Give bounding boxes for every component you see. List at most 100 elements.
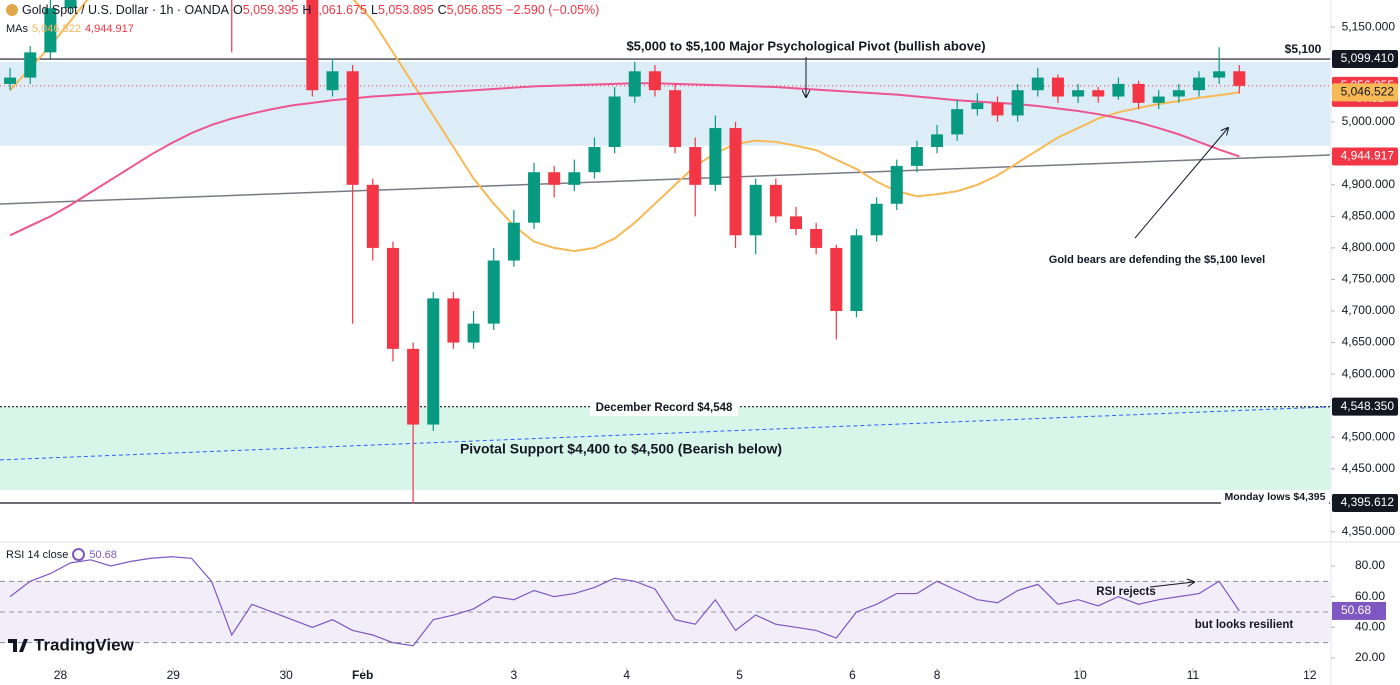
ohlc: O 5,059.395 H 5,061.675 L 5,053.895 C 5,056.855 <box>233 3 502 17</box>
candle-body <box>1051 77 1064 97</box>
annotation: Pivotal Support $4,400 to $4,500 (Bearis… <box>460 441 782 457</box>
candle-body <box>1072 90 1085 97</box>
zone <box>0 61 1330 146</box>
candle-body <box>1193 77 1206 91</box>
price-badge <box>1332 147 1398 166</box>
candle-body <box>689 146 702 185</box>
candle-body <box>588 146 601 173</box>
candle-body <box>386 247 399 349</box>
candle-body <box>608 96 621 147</box>
x-tick-label: 4 <box>623 668 630 682</box>
candle-body <box>931 134 944 147</box>
price-badge-label: 4,944.917 <box>1341 149 1395 163</box>
candle-body <box>326 71 339 91</box>
candle-body <box>4 77 17 84</box>
mas-row: MAs 5,046.522 4,944.917 <box>6 23 134 35</box>
x-tick-label: 11 <box>1187 668 1200 682</box>
x-tick-label: Feb <box>352 668 373 682</box>
rsi-icon <box>72 548 86 561</box>
price-badge-label: 5,046.522 <box>1341 85 1395 99</box>
candle-body <box>447 298 460 343</box>
annotation: December Record $4,548 <box>596 402 733 414</box>
annotation: Gold bears are defending the $5,100 leve… <box>1049 254 1265 266</box>
candle-body <box>1152 96 1165 103</box>
ohlc-label: C <box>437 3 447 17</box>
candle-body <box>749 184 762 236</box>
candle-body <box>870 203 883 236</box>
candle-body <box>407 348 420 425</box>
moving-average <box>9 0 1240 253</box>
candle-body <box>810 228 823 248</box>
y-tick-label: 4,450.000 <box>1342 461 1396 475</box>
candle-body <box>44 8 57 53</box>
price-badge <box>1332 50 1398 69</box>
rsi-header: RSI 14 close 50.68 <box>6 548 117 561</box>
x-tick-label: 30 <box>279 668 293 682</box>
y-tick-label: 4,800.000 <box>1342 240 1396 254</box>
annotation: but looks resilient <box>1195 619 1294 631</box>
candle-body <box>1011 90 1024 116</box>
y-tick-label: 5,150.000 <box>1342 19 1396 33</box>
candle-body <box>769 184 782 217</box>
candle-body <box>568 172 581 185</box>
brand: TradingView <box>34 635 135 654</box>
annotation-bg <box>1221 490 1329 504</box>
y-tick-label: 4,650.000 <box>1342 335 1396 349</box>
price-badge-label: 4,548.350 <box>1341 399 1395 413</box>
annotation-arrow <box>1134 128 1228 239</box>
candle-body <box>709 128 722 185</box>
candle-body <box>528 172 541 223</box>
price-badge-label: 5,099.410 <box>1341 51 1395 65</box>
trend-line <box>0 154 1330 205</box>
y-tick-label: 4,500.000 <box>1342 429 1396 443</box>
x-tick-label: 3 <box>511 668 518 682</box>
ohlc-label: H <box>302 3 312 17</box>
candle-body <box>306 0 319 91</box>
candle-body <box>366 184 379 248</box>
change: −2.590 (−0.05%) <box>506 3 600 17</box>
brand-logo: TradingView <box>8 635 135 654</box>
ma-value: 5,046.522 <box>32 23 81 35</box>
ohlc-label: L <box>371 3 378 17</box>
candle-body <box>64 0 77 9</box>
y-tick-label: 4,700.000 <box>1342 303 1396 317</box>
rsi-badge <box>1332 601 1386 620</box>
rsi-tick-label: 40.00 <box>1355 620 1385 634</box>
trend-line <box>0 406 1330 461</box>
zone <box>0 406 1330 491</box>
candle-body <box>1031 77 1044 91</box>
annotation-arrow <box>1149 582 1194 588</box>
y-tick-label: 4,900.000 <box>1342 177 1396 191</box>
annotation: $5,000 to $5,100 Major Psychological Piv… <box>626 38 985 53</box>
ohlc-value: 5,061.675 <box>311 3 367 17</box>
rsi-line <box>9 556 1240 647</box>
candle-body <box>1092 90 1105 97</box>
symbol: Gold Spot / U.S. Dollar · 1h · OANDA <box>22 3 230 17</box>
y-tick-label: 4,350.000 <box>1342 524 1396 538</box>
y-tick-label: 4,600.000 <box>1342 366 1396 380</box>
x-tick-label: 29 <box>167 668 181 682</box>
y-tick-label: 5,000.000 <box>1342 114 1396 128</box>
annotation: $5,100 <box>1285 42 1322 56</box>
candle-body <box>729 128 742 236</box>
x-tick-label: 28 <box>54 668 68 682</box>
rsi-tick-label: 80.00 <box>1355 558 1385 572</box>
rsi-label: RSI 14 close <box>6 548 69 561</box>
symbol-icon <box>6 4 18 16</box>
candle-body <box>24 52 37 78</box>
candle-body <box>467 323 480 343</box>
candle-body <box>789 216 802 229</box>
candle-body <box>1112 83 1125 97</box>
candle-body <box>1213 71 1226 78</box>
candle-body <box>1172 90 1185 97</box>
candle-body <box>427 298 440 425</box>
price-badge <box>1332 397 1398 416</box>
header-row: Gold Spot / U.S. Dollar · 1h · OANDA O 5,… <box>6 3 599 17</box>
rsi-tick-label: 20.00 <box>1355 650 1385 664</box>
rsi-badge-label: 50.68 <box>1341 603 1371 617</box>
price-badge-label: 4,395.612 <box>1341 495 1395 509</box>
candle-body <box>548 172 561 185</box>
candle-body <box>1132 83 1145 103</box>
candle-body <box>487 260 500 324</box>
